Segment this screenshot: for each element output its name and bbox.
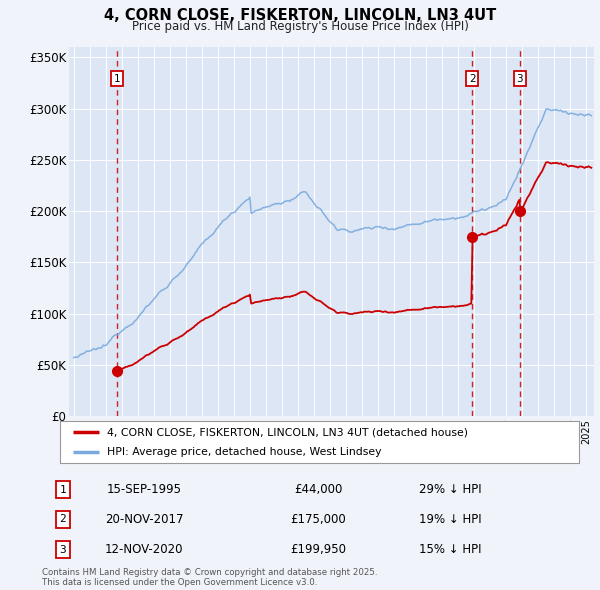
- Text: £175,000: £175,000: [290, 513, 346, 526]
- Text: 19% ↓ HPI: 19% ↓ HPI: [419, 513, 481, 526]
- Text: 15-SEP-1995: 15-SEP-1995: [107, 483, 182, 496]
- Text: 12-NOV-2020: 12-NOV-2020: [105, 543, 183, 556]
- Text: Price paid vs. HM Land Registry's House Price Index (HPI): Price paid vs. HM Land Registry's House …: [131, 20, 469, 33]
- Text: 1: 1: [114, 74, 121, 84]
- Text: 4, CORN CLOSE, FISKERTON, LINCOLN, LN3 4UT: 4, CORN CLOSE, FISKERTON, LINCOLN, LN3 4…: [104, 8, 496, 23]
- Text: 3: 3: [59, 545, 67, 555]
- Text: £44,000: £44,000: [294, 483, 342, 496]
- Text: 29% ↓ HPI: 29% ↓ HPI: [419, 483, 481, 496]
- Text: 15% ↓ HPI: 15% ↓ HPI: [419, 543, 481, 556]
- Text: 2: 2: [59, 514, 67, 524]
- Text: Contains HM Land Registry data © Crown copyright and database right 2025.
This d: Contains HM Land Registry data © Crown c…: [42, 568, 377, 587]
- Text: HPI: Average price, detached house, West Lindsey: HPI: Average price, detached house, West…: [107, 447, 381, 457]
- Text: 2: 2: [469, 74, 476, 84]
- Text: 1: 1: [59, 485, 67, 494]
- Text: £199,950: £199,950: [290, 543, 346, 556]
- Text: 20-NOV-2017: 20-NOV-2017: [105, 513, 183, 526]
- Text: 4, CORN CLOSE, FISKERTON, LINCOLN, LN3 4UT (detached house): 4, CORN CLOSE, FISKERTON, LINCOLN, LN3 4…: [107, 427, 468, 437]
- Text: 3: 3: [517, 74, 523, 84]
